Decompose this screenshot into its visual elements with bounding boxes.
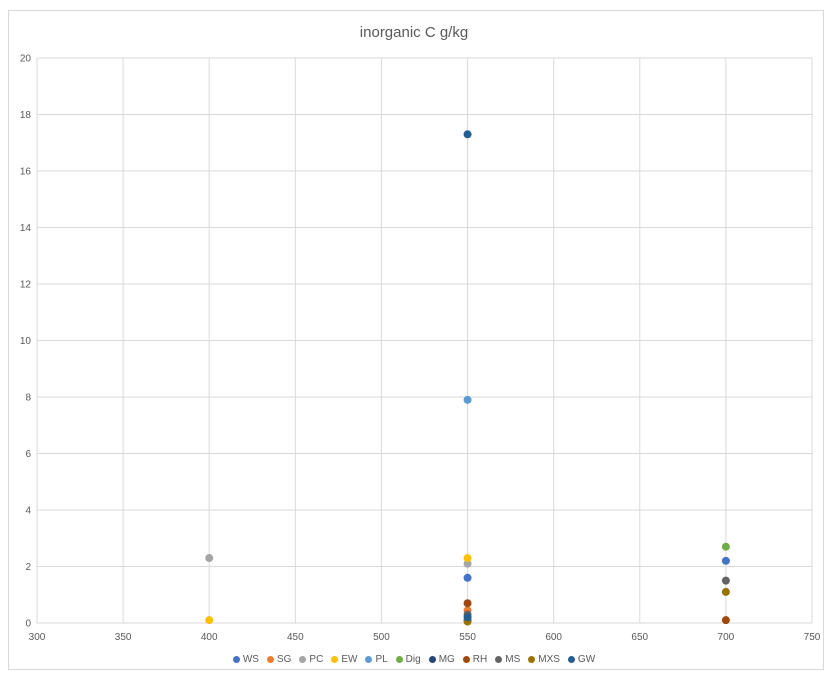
legend-marker [428,656,436,663]
legend-label: EW [341,654,358,665]
gridlines [36,57,813,624]
data-point-gw [463,613,472,622]
y-tick-label: 20 [20,54,32,65]
tick-labels: 0 2 4 6 8 10 12 14 16 18 20 300 350 400 450 500 550 600 65… [20,54,821,644]
legend-item-ew: EW [331,654,357,665]
y-tick-label: 8 [25,393,31,404]
data-point-pl [463,395,472,404]
legend-marker [232,656,240,663]
legend-item-ws: WS [232,654,259,665]
legend-marker [365,656,373,663]
legend-item-sg: SG [266,654,292,665]
data-point-mxs [721,587,730,596]
y-tick-label: 18 [20,110,32,121]
legend-item-gw: GW [567,654,596,665]
y-tick-label: 12 [20,280,32,291]
x-tick-label: 550 [459,632,476,643]
data-point-ew [205,616,214,625]
x-tick-label: 700 [718,632,735,643]
y-tick-label: 6 [25,449,31,460]
x-tick-label: 400 [201,632,218,643]
chart-title: inorganic C g/kg [359,24,469,41]
legend-item-mxs: MXS [528,654,560,665]
legend-label: PL [375,654,388,665]
legend-marker [462,656,470,663]
y-tick-label: 0 [25,619,31,630]
x-tick-label: 350 [115,632,132,643]
y-tick-label: 2 [25,562,31,573]
legend-marker [495,656,503,663]
data-point-rh [463,599,472,608]
legend-label: PC [309,654,324,665]
x-tick-label: 750 [804,632,821,643]
legend-label: SG [276,654,292,665]
data-point-ms [721,576,730,585]
legend-label: MXS [538,654,560,665]
y-tick-label: 14 [20,223,32,234]
legend-label: GW [577,654,596,665]
y-tick-label: 16 [20,167,32,178]
legend-item-mg: MG [428,654,455,665]
legend-marker [528,656,536,663]
y-tick-label: 10 [20,336,32,347]
legend-label: Dig [405,654,421,665]
legend-marker [395,656,403,663]
x-tick-label: 300 [29,632,46,643]
data-point-ws [721,556,730,565]
data-point-dig [721,542,730,551]
legend-item-dig: Dig [395,654,421,665]
legend-marker [331,656,339,663]
legend-item-pc: PC [299,654,323,665]
legend: WS SG PC EW PL Dig MG RH MS MXS GW [0,654,828,665]
data-point-ws [463,573,472,582]
legend-label: RH [472,654,488,665]
legend-item-rh: RH [462,654,488,665]
legend-label: MS [505,654,521,665]
legend-item-ms: MS [495,654,520,665]
x-tick-label: 450 [287,632,304,643]
data-points [205,130,730,626]
y-tick-label: 4 [25,506,31,517]
data-point-rh [721,616,730,625]
x-tick-label: 600 [545,632,562,643]
legend-marker [266,656,274,663]
data-point-ew [463,554,472,563]
legend-item-pl: PL [365,654,388,665]
legend-label: WS [242,654,259,665]
data-point-gw [463,130,472,139]
legend-marker [567,656,575,663]
x-tick-label: 500 [373,632,390,643]
data-point-pc [205,554,214,563]
legend-label: MG [438,654,455,665]
x-tick-label: 650 [631,632,648,643]
data-point-pc [463,559,472,568]
legend-marker [299,656,307,663]
